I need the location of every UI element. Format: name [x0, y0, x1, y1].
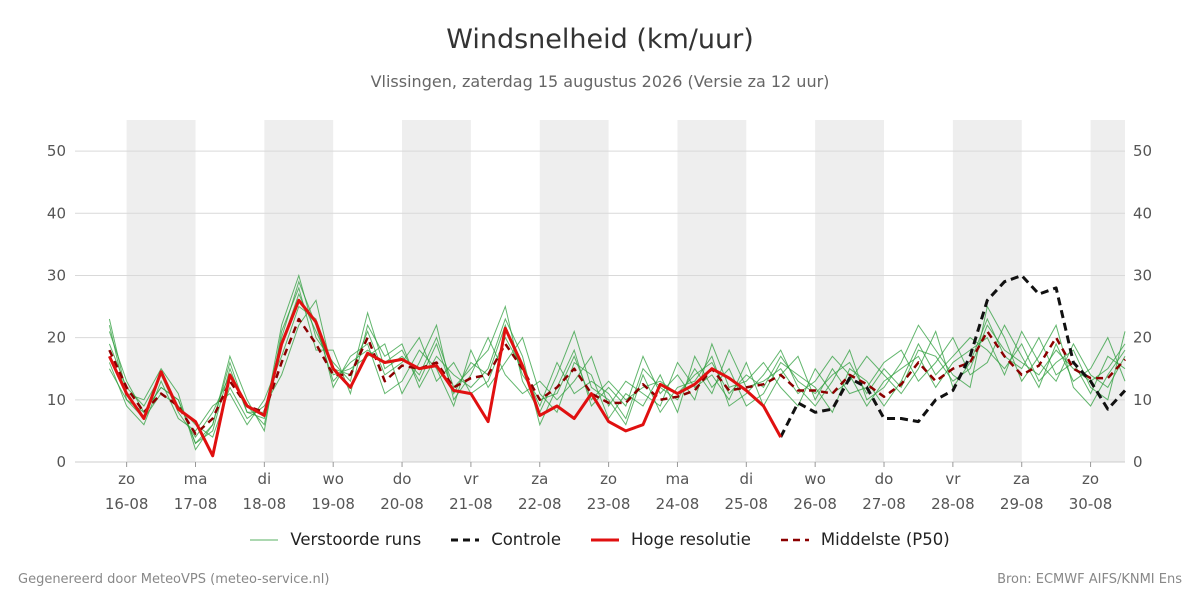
y-tick-label: 50 [1133, 142, 1152, 160]
y-tick-label: 20 [1133, 329, 1152, 347]
chart-title: Windsnelheid (km/uur) [446, 24, 754, 55]
x-tick-day-label: vr [945, 470, 961, 488]
x-tick-day-label: zo [118, 470, 135, 488]
legend-label: Controle [491, 530, 561, 549]
x-tick-day-label: wo [322, 470, 343, 488]
x-tick-day-label: ma [184, 470, 208, 488]
legend-swatch-control [451, 538, 480, 541]
x-tick-date-label: 20-08 [380, 495, 424, 513]
series-lines [108, 274, 1127, 458]
y-tick-label: 10 [47, 391, 66, 409]
day-shade-band [952, 120, 1022, 462]
x-tick-date-label: 22-08 [518, 495, 562, 513]
legend-item-median: Middelste (P50) [780, 530, 950, 549]
x-tick-day-label: za [531, 470, 548, 488]
x-tick-date-label: 18-08 [243, 495, 287, 513]
x-tick-day-label: zo [600, 470, 617, 488]
x-tick-date-label: 29-08 [1000, 495, 1044, 513]
x-tick-date-label: 30-08 [1069, 495, 1113, 513]
legend-swatch-high-resolution [590, 538, 619, 541]
series-line-hoge-resolutie [108, 298, 783, 458]
x-tick-day-label: di [739, 470, 753, 488]
x-tick-date-label: 23-08 [587, 495, 631, 513]
x-tick-date-label: 16-08 [105, 495, 149, 513]
legend-item-high-resolution: Hoge resolutie [590, 530, 751, 549]
y-tick-label: 30 [1133, 266, 1152, 284]
day-shading [126, 120, 1125, 462]
x-tick-day-label: di [257, 470, 271, 488]
x-tick-day-label: za [1013, 470, 1030, 488]
legend-item-perturbed: Verstoorde runs [250, 530, 421, 549]
x-tick-date-label: 19-08 [311, 495, 355, 513]
x-tick-day-label: vr [463, 470, 479, 488]
x-tick-date-label: 25-08 [725, 495, 769, 513]
legend-item-control: Controle [451, 530, 561, 549]
x-tick-date-label: 26-08 [793, 495, 837, 513]
x-tick-day-label: do [393, 470, 412, 488]
day-shade-band [815, 120, 885, 462]
ensemble-member-line [108, 273, 1126, 445]
y-axis-left: 0 10 20 30 40 50 [47, 142, 66, 471]
series-line-middelste-p50 [108, 317, 1126, 436]
x-tick-day-label: do [875, 470, 894, 488]
y-tick-label: 10 [1133, 391, 1152, 409]
y-tick-label: 40 [1133, 204, 1152, 222]
y-tick-label: 30 [47, 266, 66, 284]
legend-label: Middelste (P50) [820, 530, 950, 549]
grid-lines [75, 150, 1125, 463]
legend-swatch-perturbed [250, 539, 279, 540]
y-tick-label: 40 [47, 204, 66, 222]
x-tick-day-label: zo [1082, 470, 1099, 488]
y-tick-label: 0 [1133, 453, 1143, 471]
y-tick-label: 20 [47, 329, 66, 347]
legend-swatch-median [780, 538, 809, 541]
day-shade-band [1090, 120, 1125, 462]
x-tick-date-label: 24-08 [656, 495, 700, 513]
day-shade-band [677, 120, 747, 462]
x-tick-date-label: 27-08 [862, 495, 906, 513]
y-axis-right: 0 10 20 30 40 50 [1133, 142, 1152, 471]
series-line-controle [779, 274, 1127, 438]
footer-source: Bron: ECMWF AIFS/KNMI Ens [997, 572, 1182, 587]
x-tick-date-label: 28-08 [931, 495, 975, 513]
y-tick-label: 0 [56, 453, 66, 471]
footer-generated-by: Gegenereerd door MeteoVPS (meteo-service… [18, 572, 330, 587]
y-tick-label: 50 [47, 142, 66, 160]
x-tick-date-label: 17-08 [174, 495, 218, 513]
legend-label: Verstoorde runs [290, 530, 422, 549]
ensemble-member-line [108, 299, 1126, 438]
day-shade-band [264, 120, 334, 462]
legend-label: Hoge resolutie [630, 530, 751, 549]
x-tick-date-label: 21-08 [449, 495, 493, 513]
x-tick-day-label: wo [804, 470, 825, 488]
x-axis: zo 16-08 ma 17-08 di 18-08 wo 19-08 do 20-08 vr 21-… [105, 462, 1113, 513]
chart-subtitle: Vlissingen, zaterdag 15 augustus 2026 (V… [370, 72, 830, 91]
x-tick-day-label: ma [666, 470, 690, 488]
legend: Verstoorde runs Controle Hoge resolutie … [0, 530, 1200, 549]
day-shade-band [402, 120, 471, 462]
